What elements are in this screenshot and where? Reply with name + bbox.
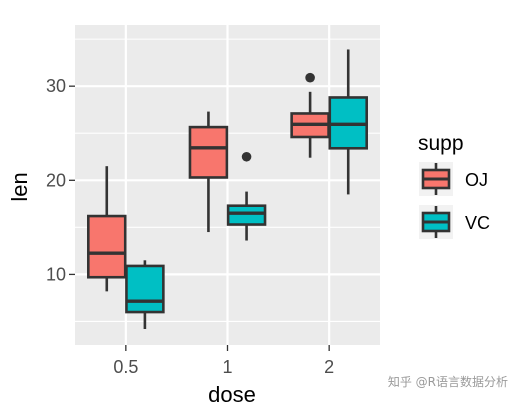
x-tick-label: 1 [222, 357, 232, 377]
x-tick-label: 2 [324, 357, 334, 377]
box-vc-dose-1 [226, 151, 267, 241]
outlier-point [305, 72, 315, 83]
y-tick-label: 10 [46, 264, 66, 284]
x-tick-label: 0.5 [113, 357, 138, 377]
legend-title: supp [418, 132, 464, 155]
box-oj-dose-0.5 [87, 166, 127, 292]
box-iqr [188, 125, 229, 179]
outlier-point [241, 151, 252, 162]
box-oj-dose-1 [188, 111, 229, 233]
legend-item-oj: OJ [419, 162, 488, 196]
legend-label: VC [465, 213, 490, 233]
watermark-text: 知乎 @R语言数据分析 [388, 374, 508, 389]
x-axis: 0.5 1 2 [113, 345, 334, 377]
boxes-layer [87, 49, 368, 329]
box-iqr [87, 214, 127, 279]
y-axis: 10 20 30 [46, 76, 75, 284]
y-axis-title: len [7, 172, 32, 201]
major-gridlines [75, 25, 380, 345]
legend-label: OJ [465, 170, 488, 190]
box-iqr [125, 264, 165, 314]
box-oj-dose-2 [290, 72, 330, 158]
legend-item-vc: VC [419, 205, 490, 239]
y-tick-label: 30 [46, 76, 66, 96]
legend: supp OJ VC [418, 132, 490, 239]
box-vc-dose-0.5 [125, 260, 165, 329]
box-iqr [226, 204, 267, 226]
y-tick-label: 20 [46, 170, 66, 190]
box-vc-dose-2 [328, 49, 368, 195]
x-axis-title: dose [208, 382, 256, 406]
